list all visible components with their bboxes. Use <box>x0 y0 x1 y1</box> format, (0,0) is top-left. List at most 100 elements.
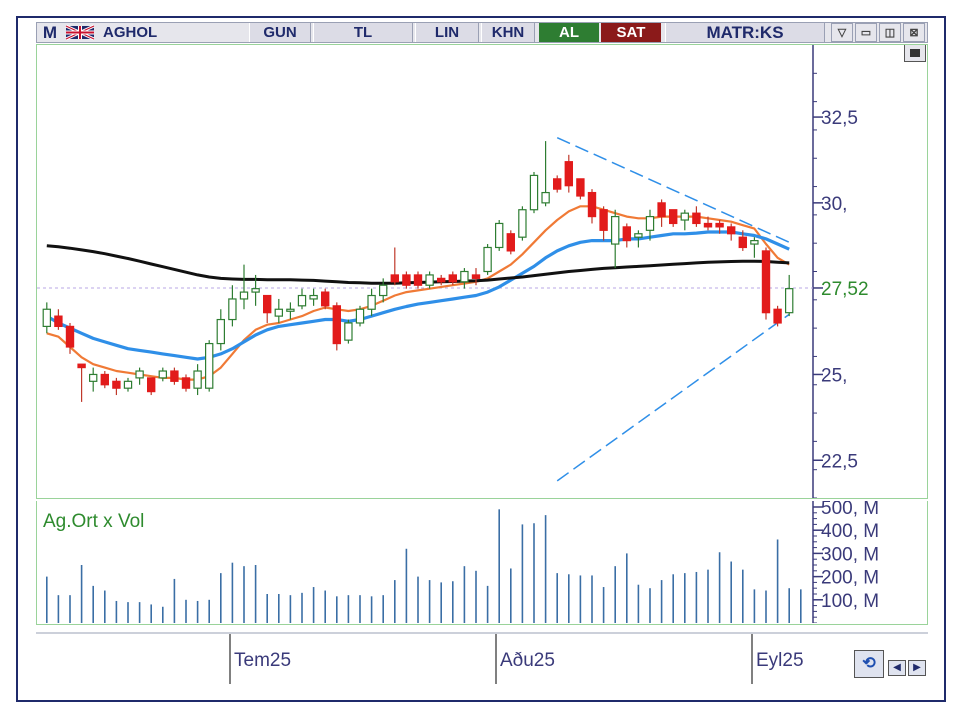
candle-up <box>541 191 550 204</box>
candle-up <box>228 298 237 321</box>
trendline <box>556 136 790 244</box>
lin-button[interactable]: LIN <box>415 23 479 42</box>
candle-up <box>286 308 295 312</box>
candle-down <box>147 377 156 393</box>
candle-up <box>645 215 655 231</box>
volume-tick-label: 500, M <box>821 501 879 519</box>
candle-up <box>460 270 469 283</box>
price-tick-label: 32,5 <box>821 108 858 129</box>
al-button[interactable]: AL <box>539 23 599 42</box>
candle-up <box>425 274 434 286</box>
date-label: Aðu25 <box>500 650 555 671</box>
candle-up <box>611 215 620 245</box>
sat-button[interactable]: SAT <box>601 23 661 42</box>
scroll-left-icon[interactable]: ◀ <box>888 660 906 676</box>
candle-down <box>448 274 457 283</box>
candle-down <box>390 274 399 283</box>
date-label: Eyl25 <box>756 650 804 671</box>
minimize-icon[interactable]: ▭ <box>855 23 877 42</box>
price-tick-label: 22,5 <box>821 451 858 472</box>
candle-down <box>471 274 481 279</box>
candle-down <box>587 191 597 218</box>
price-tick-label: 30, <box>821 194 847 215</box>
candle-down <box>692 212 701 225</box>
candle-up <box>205 342 214 389</box>
volume-tick-label: 400, M <box>821 521 879 542</box>
candle-down <box>402 274 411 286</box>
price-chart: 32,5 30, 27,52 25, 22,5 <box>37 45 869 499</box>
khn-button[interactable]: KHN <box>481 23 535 42</box>
candle-down <box>622 226 631 242</box>
candle-down <box>413 274 423 286</box>
price-panel: 32,5 30, 27,52 25, 22,5 <box>36 44 928 499</box>
candle-up <box>355 308 365 324</box>
matriks-button[interactable]: MATR:KS <box>665 23 825 42</box>
candle-up <box>495 222 504 249</box>
flag-icon <box>63 23 99 42</box>
candle-up <box>680 212 689 221</box>
chart-window-frame <box>16 16 946 702</box>
candle-up <box>135 370 144 379</box>
candle-down <box>506 233 515 252</box>
candle-down <box>738 236 747 249</box>
candle-down <box>669 209 678 225</box>
candle-up <box>42 308 51 328</box>
candle-up <box>367 294 376 310</box>
date-axis-svg: Tem25 Aðu25 Eyl25 <box>36 632 928 684</box>
moving-average-line <box>45 230 790 361</box>
candle-up <box>634 233 643 238</box>
candle-down <box>54 315 63 328</box>
candle-down <box>263 294 272 314</box>
candle-down <box>773 308 782 324</box>
volume-tick-label: 200, M <box>821 568 879 589</box>
last-price-label: 27,52 <box>821 279 869 300</box>
tl-button[interactable]: TL <box>313 23 413 42</box>
maximize-icon[interactable]: ◫ <box>879 23 901 42</box>
volume-tick-label: 100, M <box>821 591 879 612</box>
candle-down <box>715 222 724 228</box>
candle-down <box>112 380 121 389</box>
candle-down <box>437 277 446 283</box>
candle-up <box>785 288 794 314</box>
candle-up <box>216 318 225 345</box>
candle-up <box>483 246 492 273</box>
symbol-field[interactable]: AGHOL <box>103 24 158 41</box>
candle-up <box>239 291 249 300</box>
candle-up <box>529 174 539 211</box>
price-tick-label: 25, <box>821 365 847 386</box>
candle-down <box>727 226 736 235</box>
candle-down <box>553 178 562 190</box>
candle-up <box>274 308 283 317</box>
candle-up <box>158 370 167 379</box>
close-icon[interactable]: ⊠ <box>903 23 925 42</box>
candle-down <box>761 250 771 314</box>
m-menu-button[interactable]: M <box>42 23 58 42</box>
candle-up <box>309 294 318 300</box>
candle-up <box>379 284 388 297</box>
candle-up <box>89 373 98 382</box>
candle-down <box>703 222 713 228</box>
volume-title: Ag.Ort x Vol <box>43 511 144 532</box>
volume-panel: 500, M 400, M 300, M 200, M 100, M Ag.Ort x V… <box>36 498 928 625</box>
candle-down <box>332 305 341 345</box>
candle-up <box>750 240 759 245</box>
candle-up <box>518 209 527 238</box>
candle-up <box>123 380 133 389</box>
candle-down <box>77 363 86 369</box>
scroll-right-icon[interactable]: ▶ <box>908 660 926 676</box>
candle-down <box>100 373 109 386</box>
candle-up <box>344 322 353 341</box>
candle-down <box>599 209 608 231</box>
candle-up <box>193 370 202 389</box>
refresh-icon[interactable]: ⟲ <box>854 650 884 678</box>
chart-toolbar: M AGHOL GUN TL LIN KHN AL SAT MATR:KS ▽ … <box>36 22 928 43</box>
date-label: Tem25 <box>234 650 291 671</box>
candle-up <box>251 288 260 293</box>
date-axis: Tem25 Aðu25 Eyl25 ⟲ ◀ ▶ <box>36 632 928 684</box>
candle-down <box>564 161 573 187</box>
candle-up <box>297 294 307 307</box>
gun-button[interactable]: GUN <box>249 23 311 42</box>
candle-down <box>65 325 75 348</box>
dropdown-icon[interactable]: ▽ <box>831 23 853 42</box>
